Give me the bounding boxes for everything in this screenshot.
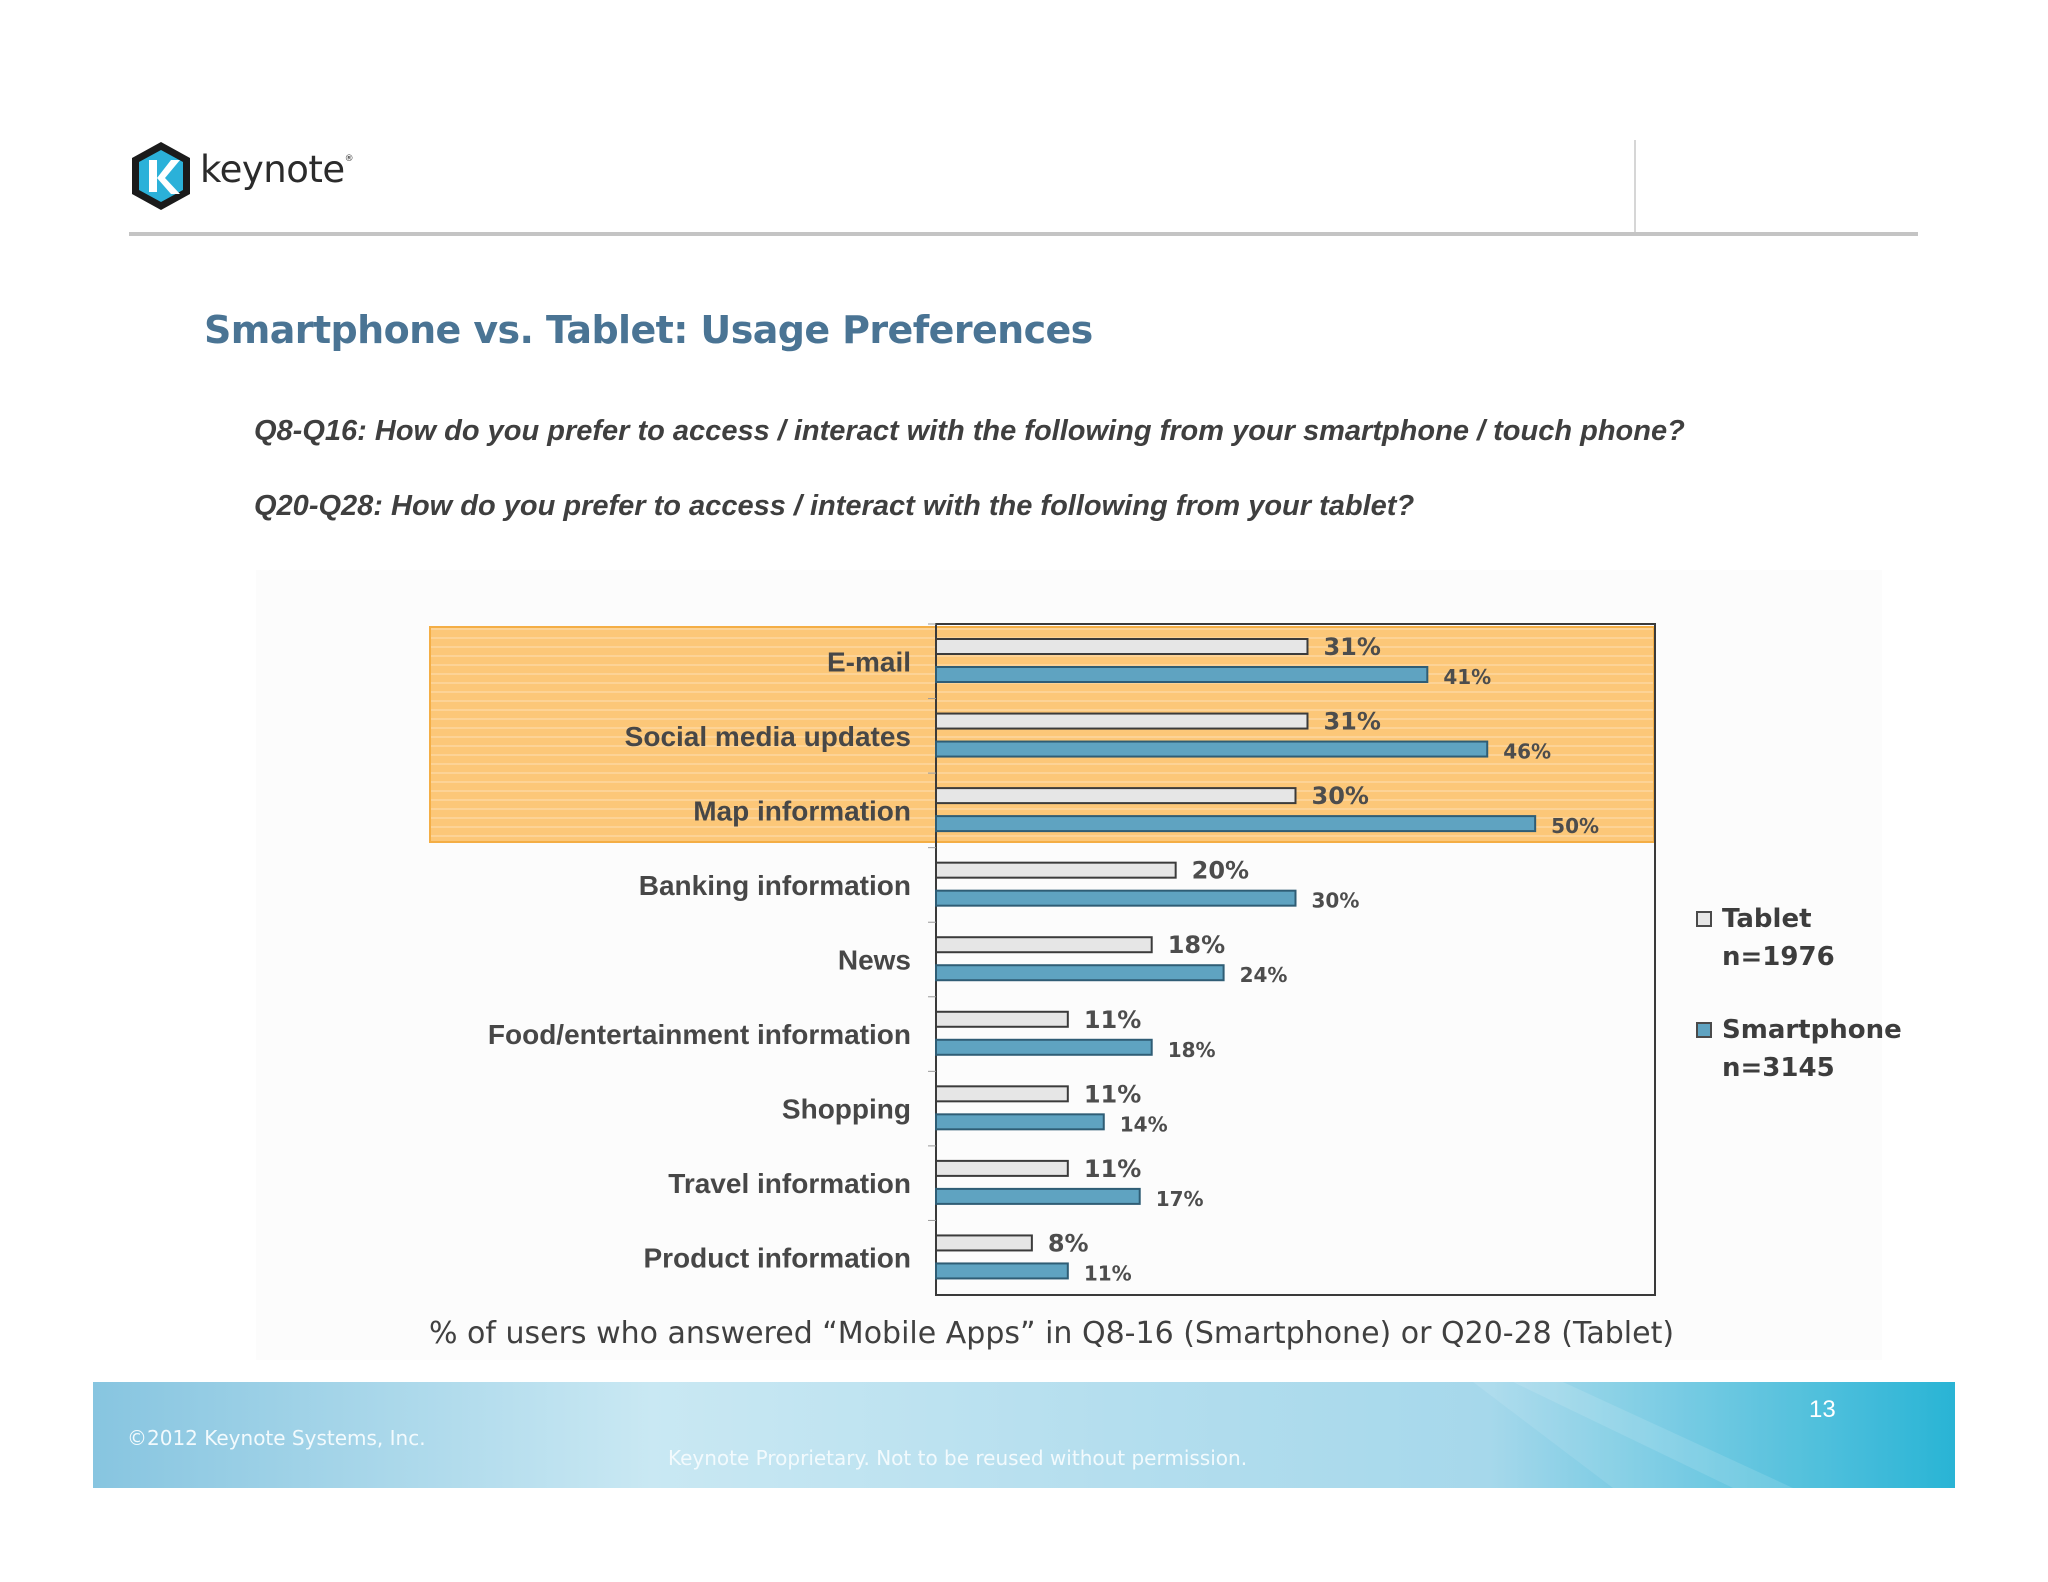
bar-smartphone-shopping bbox=[935, 1113, 1105, 1131]
category-label-travel-information: Travel information bbox=[668, 1168, 911, 1199]
bar-smartphone-food-entertainment-information bbox=[935, 1038, 1153, 1056]
legend-swatch-tablet bbox=[1696, 911, 1712, 927]
data-label-tablet-product-information: 8% bbox=[1048, 1229, 1089, 1257]
keynote-logo: keynote® bbox=[128, 138, 368, 214]
bar-tablet-map-information bbox=[935, 787, 1297, 805]
question-tablet: Q20-Q28: How do you prefer to access / i… bbox=[254, 490, 1415, 522]
data-label-tablet-shopping: 11% bbox=[1084, 1080, 1141, 1108]
page-number: 13 bbox=[1809, 1396, 1836, 1423]
bar-tablet-travel-information bbox=[935, 1159, 1069, 1177]
bar-tablet-banking-information bbox=[935, 861, 1177, 879]
footer-decoration bbox=[1473, 1382, 1955, 1488]
plot-frame bbox=[935, 623, 1656, 1296]
header-rule bbox=[129, 232, 1918, 236]
category-label-food-entertainment-information: Food/entertainment information bbox=[488, 1019, 911, 1050]
legend-label-smartphone: Smartphone n=3145 bbox=[1722, 1015, 1902, 1083]
data-label-smartphone-shopping: 14% bbox=[1120, 1112, 1168, 1136]
data-label-smartphone-food-entertainment-information: 18% bbox=[1168, 1038, 1216, 1062]
data-label-smartphone-e-mail: 41% bbox=[1443, 665, 1491, 689]
question-smartphone: Q8-Q16: How do you prefer to access / in… bbox=[254, 415, 1685, 447]
category-label-e-mail: E-mail bbox=[827, 646, 911, 677]
bar-tablet-product-information bbox=[935, 1234, 1033, 1252]
bar-tablet-e-mail bbox=[935, 638, 1309, 655]
bar-tablet-shopping bbox=[935, 1085, 1069, 1103]
page-title: Smartphone vs. Tablet: Usage Preferences bbox=[204, 308, 1093, 352]
header-divider bbox=[1634, 140, 1636, 233]
data-label-tablet-social-media-updates: 31% bbox=[1323, 708, 1380, 736]
logo-wordmark: keynote® bbox=[200, 148, 354, 191]
data-label-tablet-news: 18% bbox=[1168, 931, 1225, 959]
data-label-smartphone-news: 24% bbox=[1240, 963, 1288, 987]
data-label-tablet-map-information: 30% bbox=[1312, 782, 1369, 810]
data-label-tablet-travel-information: 11% bbox=[1084, 1155, 1141, 1183]
bar-smartphone-e-mail bbox=[935, 666, 1429, 683]
data-label-smartphone-social-media-updates: 46% bbox=[1503, 740, 1551, 764]
category-label-social-media-updates: Social media updates bbox=[625, 721, 911, 752]
footer-banner: 13 ©2012 Keynote Systems, Inc. Keynote P… bbox=[93, 1382, 1955, 1488]
data-label-tablet-food-entertainment-information: 11% bbox=[1084, 1006, 1141, 1034]
data-label-smartphone-banking-information: 30% bbox=[1312, 889, 1360, 913]
legend-label-tablet: Tablet n=1976 bbox=[1722, 904, 1835, 972]
bar-smartphone-travel-information bbox=[935, 1187, 1141, 1205]
bar-smartphone-social-media-updates bbox=[935, 740, 1489, 758]
category-label-product-information: Product information bbox=[643, 1243, 911, 1274]
data-label-smartphone-product-information: 11% bbox=[1084, 1261, 1132, 1285]
keynote-k-logo-icon bbox=[132, 142, 190, 210]
category-label-news: News bbox=[838, 945, 911, 976]
proprietary-notice: Keynote Proprietary. Not to be reused wi… bbox=[668, 1446, 1248, 1470]
data-label-tablet-banking-information: 20% bbox=[1192, 857, 1249, 885]
bar-tablet-food-entertainment-information bbox=[935, 1010, 1069, 1028]
legend-item-smartphone: Smartphone n=3145 bbox=[1696, 1011, 1916, 1087]
chart-caption: % of users who answered “Mobile Apps” in… bbox=[429, 1316, 1675, 1351]
bar-tablet-news bbox=[935, 936, 1153, 954]
category-label-banking-information: Banking information bbox=[639, 870, 911, 901]
category-label-map-information: Map information bbox=[693, 795, 911, 826]
data-label-smartphone-map-information: 50% bbox=[1551, 814, 1599, 838]
bar-smartphone-news bbox=[935, 964, 1225, 982]
bar-smartphone-product-information bbox=[935, 1262, 1069, 1280]
bar-smartphone-banking-information bbox=[935, 889, 1297, 907]
bar-smartphone-map-information bbox=[935, 815, 1537, 833]
category-label-shopping: Shopping bbox=[782, 1094, 911, 1125]
data-label-tablet-e-mail: 31% bbox=[1323, 633, 1380, 661]
legend-swatch-smartphone bbox=[1696, 1022, 1712, 1038]
bar-tablet-social-media-updates bbox=[935, 712, 1309, 730]
data-label-smartphone-travel-information: 17% bbox=[1156, 1187, 1204, 1211]
chart-legend: Tablet n=1976 Smartphone n=3145 bbox=[1696, 900, 1916, 1122]
legend-item-tablet: Tablet n=1976 bbox=[1696, 900, 1916, 976]
copyright-text: ©2012 Keynote Systems, Inc. bbox=[127, 1426, 426, 1450]
highlight-box bbox=[429, 626, 1655, 843]
